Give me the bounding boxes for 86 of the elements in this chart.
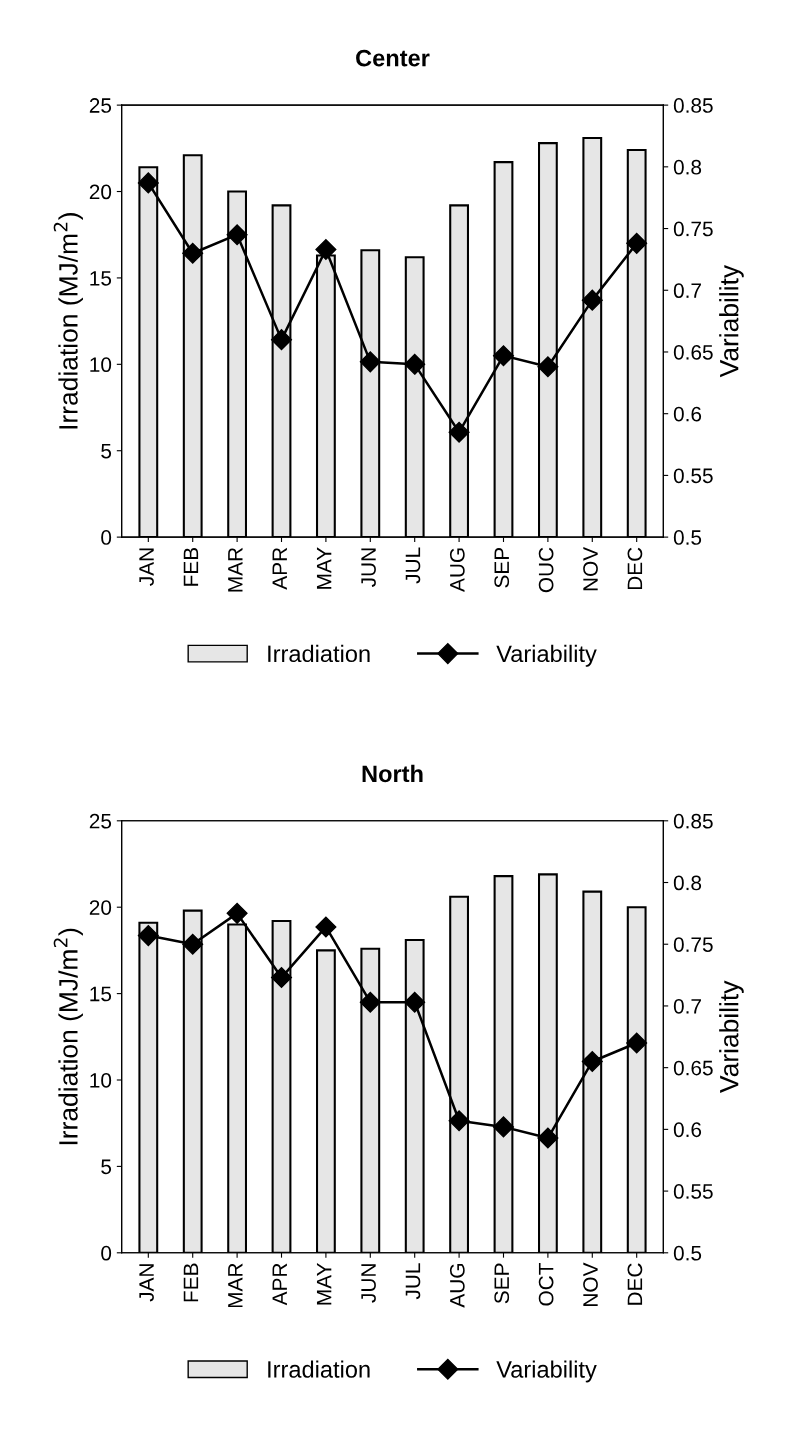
x-tick-label: OUC — [538, 547, 554, 593]
point — [492, 345, 515, 367]
x-tick-label: JUL — [405, 1263, 421, 1300]
x-tick-label: JUN — [361, 548, 376, 588]
y2-tick-label: 0.85 — [673, 813, 713, 829]
x-tick-label: DEC — [627, 1263, 643, 1305]
y2-axis-title: Variability — [719, 264, 744, 378]
point — [182, 242, 204, 264]
x-tick-label: JAN — [139, 548, 154, 586]
point — [404, 353, 426, 375]
chart-title: North — [362, 764, 423, 783]
y2-tick-label: 0.55 — [673, 468, 713, 484]
point — [137, 172, 159, 194]
x-tick-label: NOV — [583, 1262, 598, 1306]
point — [270, 329, 293, 351]
x-tick-label: SEP — [494, 547, 510, 588]
y2-axis-title: Variability — [719, 980, 744, 1093]
x-tick-label: AUG — [449, 1264, 465, 1308]
y2-tick-label: 0.65 — [673, 344, 713, 360]
point — [270, 967, 293, 989]
y2-tick-label: 0.8 — [673, 875, 702, 891]
point — [404, 991, 426, 1013]
y-tick-label: 5 — [101, 443, 112, 459]
y-tick-label: 10 — [90, 357, 112, 373]
y-tick-label: 15 — [90, 986, 112, 1002]
y-tick-label: 20 — [89, 184, 112, 200]
y-tick-label: 0 — [101, 530, 112, 545]
legend-label: Variability — [496, 644, 597, 667]
y2-tick-label: 0.6 — [673, 1122, 702, 1138]
y2-tick-label: 0.65 — [673, 1060, 713, 1076]
x-tick-label: MAR — [228, 547, 243, 592]
point — [492, 1116, 515, 1138]
y2-tick-label: 0.6 — [673, 406, 702, 422]
point — [581, 289, 603, 311]
y2-tick-label: 0.75 — [673, 937, 713, 952]
y2-tick-label: 0.55 — [673, 1184, 713, 1199]
point — [581, 1050, 603, 1073]
x-tick-label: FEB — [183, 1263, 199, 1302]
point — [448, 421, 470, 443]
legend-label: Variability — [496, 1360, 597, 1383]
x-tick-label: MAY — [316, 1262, 332, 1305]
point — [137, 925, 159, 947]
point — [359, 351, 381, 373]
y2-tick-label: 0.5 — [673, 1245, 702, 1261]
y-tick-label: 15 — [90, 271, 112, 286]
point — [537, 356, 559, 378]
point — [537, 1127, 559, 1149]
x-tick-label: JAN — [139, 1264, 154, 1302]
x-tick-label: APR — [272, 547, 287, 590]
chart-title: Center — [356, 49, 430, 67]
y-tick-label: 20 — [89, 900, 112, 915]
point — [448, 1110, 470, 1132]
y-tick-label: 25 — [89, 813, 112, 829]
point — [226, 902, 248, 924]
x-tick-label: DEC — [627, 547, 643, 590]
y-tick-label: 25 — [89, 98, 112, 113]
x-tick-label: APR — [272, 1263, 287, 1306]
y2-tick-label: 0.8 — [673, 159, 702, 175]
y-tick-label: 5 — [101, 1159, 112, 1175]
x-tick-label: NOV — [583, 546, 598, 591]
point — [226, 224, 248, 246]
y2-tick-label: 0.75 — [673, 221, 713, 237]
x-tick-label: JUN — [361, 1264, 376, 1303]
y2-tick-label: 0.85 — [673, 98, 713, 113]
point — [315, 916, 337, 938]
point — [626, 1032, 648, 1054]
y-axis-title: Irradiation (MJ/m$^{2}$) — [53, 928, 83, 1145]
x-tick-label: FEB — [183, 547, 199, 586]
y2-tick-label: 0.5 — [673, 530, 702, 545]
point — [315, 239, 337, 261]
y-tick-label: 10 — [90, 1073, 112, 1088]
x-tick-label: SEP — [494, 1263, 510, 1304]
y-axis-title: Irradiation (MJ/m$^{2}$) — [53, 213, 83, 429]
y-tick-label: 0 — [101, 1245, 112, 1261]
y2-tick-label: 0.7 — [673, 998, 701, 1014]
point — [182, 933, 204, 955]
x-tick-label: OCT — [538, 1263, 554, 1306]
x-tick-label: AUG — [449, 548, 465, 592]
x-tick-label: MAR — [228, 1263, 243, 1308]
x-tick-label: MAY — [316, 547, 332, 589]
point — [359, 991, 381, 1013]
legend-label: Irradiation — [268, 644, 370, 663]
y2-tick-label: 0.7 — [673, 283, 701, 299]
point — [626, 232, 648, 254]
legend-label: Irradiation — [268, 1360, 370, 1378]
x-tick-label: JUL — [405, 547, 421, 584]
